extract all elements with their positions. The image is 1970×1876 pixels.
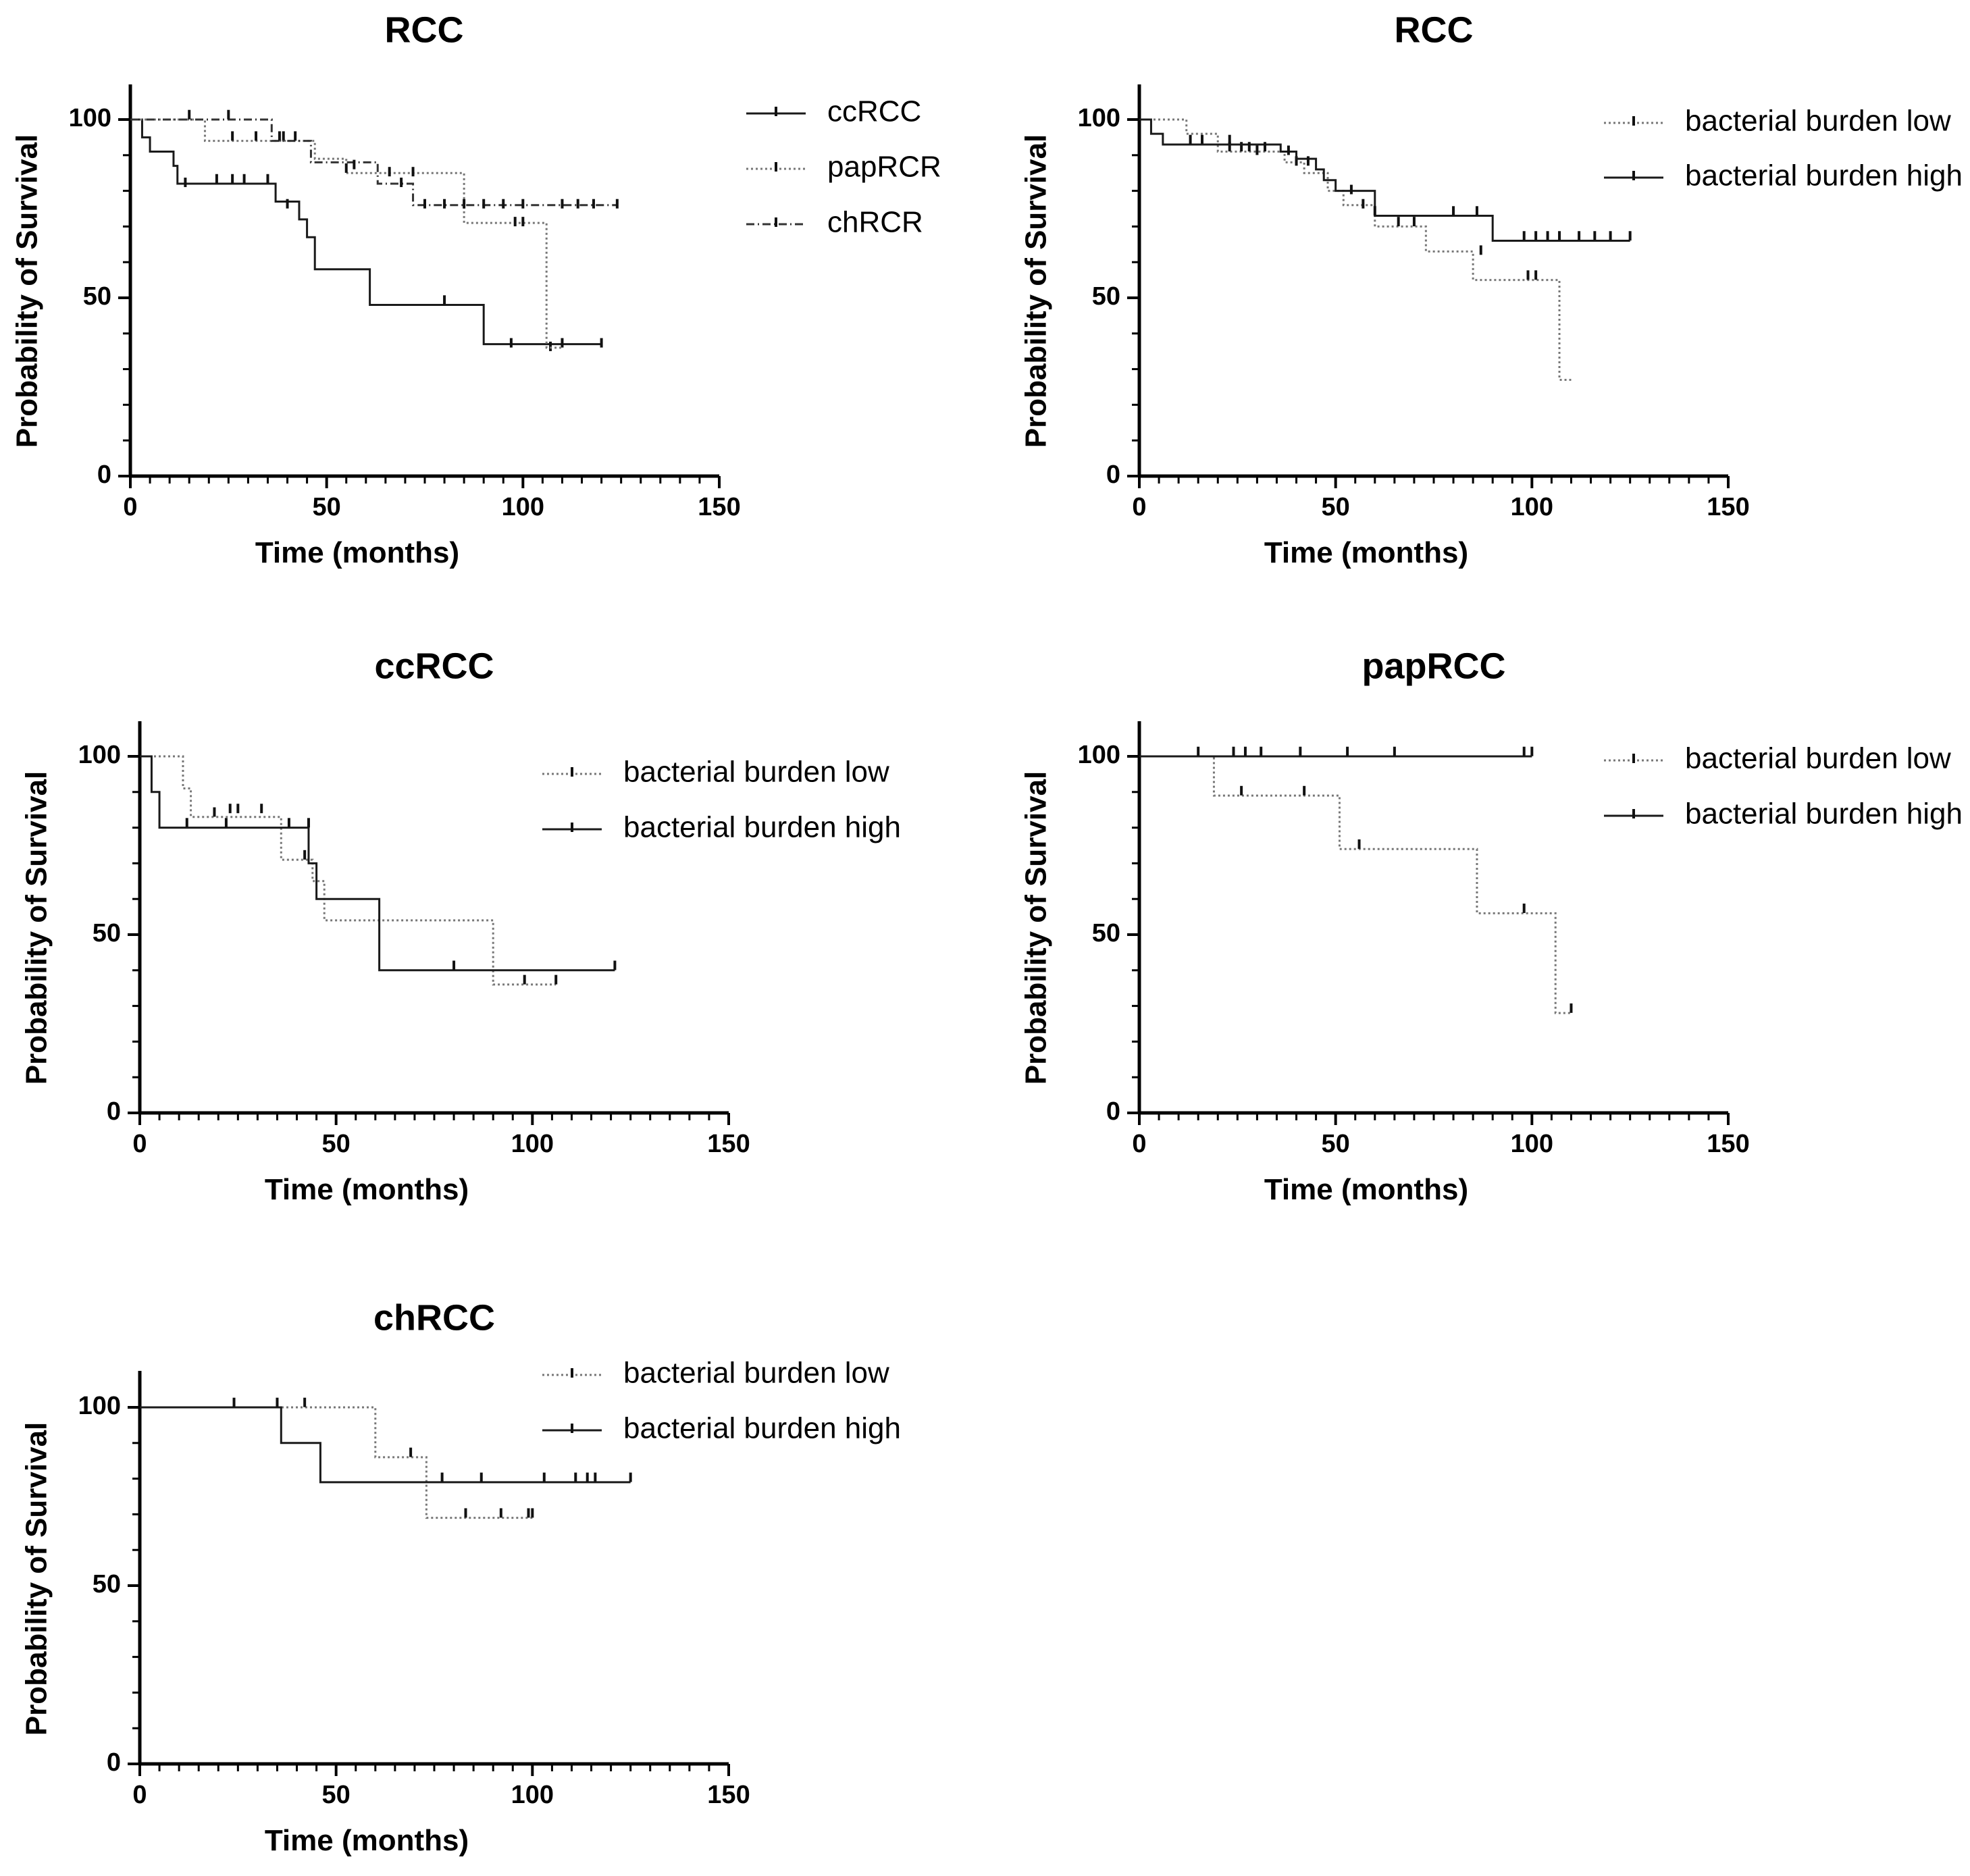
chart-title: papRCC (1362, 646, 1506, 686)
chart-title: ccRCC (374, 646, 494, 686)
x-tick-label: 0 (1132, 1130, 1146, 1158)
y-tick-label: 50 (93, 1570, 121, 1598)
series-line-bacterial-burden-high (140, 755, 615, 972)
x-tick-label: 0 (1132, 493, 1146, 521)
y-axis-label: Probability of Survival (20, 771, 53, 1085)
x-tick-label: 50 (313, 493, 341, 521)
legend-label: ccRCC (827, 95, 921, 128)
legend-label: papRCR (827, 151, 941, 184)
y-tick-label: 100 (1078, 741, 1120, 769)
x-tick-label: 100 (1511, 1130, 1553, 1158)
series-line-ccrcc (130, 118, 602, 346)
series-line-paprcr (130, 118, 563, 349)
x-tick-label: 150 (707, 1781, 750, 1809)
y-tick-label: 100 (78, 1392, 121, 1420)
series-line-bacterial-burden-low (140, 755, 556, 986)
y-tick-label: 50 (93, 919, 121, 947)
x-axis-label: Time (months) (1264, 1173, 1468, 1206)
y-tick-label: 50 (1092, 282, 1120, 311)
y-tick-label: 100 (78, 741, 121, 769)
y-tick-label: 0 (1106, 1097, 1120, 1126)
series-line-bacterial-burden-high (140, 1406, 631, 1484)
chart-panel-1: RCC 0 50 100 150 0 50 100 Time (months) Probabili… (11, 9, 941, 569)
x-tick-label: 0 (132, 1781, 147, 1809)
x-tick-label: 50 (322, 1130, 351, 1158)
chart-panel-4: papRCC 0 50 100 150 0 50 100 Time (months) Probab… (1020, 646, 1963, 1206)
x-tick-label: 0 (123, 493, 137, 521)
x-tick-label: 0 (132, 1130, 147, 1158)
legend-label: bacterial burden low (623, 1357, 889, 1390)
x-tick-label: 100 (511, 1130, 554, 1158)
x-axis-label: Time (months) (1264, 536, 1468, 569)
legend-label: bacterial burden high (1685, 159, 1963, 192)
series-line-chrcr (130, 118, 617, 207)
series-line-bacterial-burden-high (1139, 118, 1630, 242)
x-tick-label: 50 (1322, 1130, 1350, 1158)
legend-label: bacterial burden high (623, 811, 901, 844)
x-tick-label: 100 (1511, 493, 1553, 521)
legend-label: bacterial burden high (623, 1412, 901, 1445)
y-tick-label: 50 (83, 282, 111, 311)
series-line-bacterial-burden-low (1139, 118, 1572, 381)
x-tick-label: 100 (511, 1781, 554, 1809)
chart-title: chRCC (373, 1297, 495, 1338)
y-axis-label: Probability of Survival (1020, 771, 1053, 1085)
x-axis-label: Time (months) (255, 536, 459, 569)
y-tick-label: 100 (1078, 104, 1120, 132)
y-tick-label: 0 (107, 1097, 121, 1126)
x-tick-label: 100 (502, 493, 544, 521)
x-axis-label: Time (months) (265, 1824, 469, 1857)
y-tick-label: 0 (1106, 461, 1120, 489)
legend-label: bacterial burden low (1685, 105, 1951, 138)
y-tick-label: 0 (97, 461, 111, 489)
chart-panel-5: chRCC 0 50 100 150 0 50 100 Time (months) Probabi… (20, 1297, 901, 1857)
x-tick-label: 150 (1707, 493, 1749, 521)
x-tick-label: 50 (1322, 493, 1350, 521)
series-line-bacterial-burden-low (1139, 755, 1572, 1014)
legend-label: bacterial burden low (623, 756, 889, 789)
chart-panel-2: RCC 0 50 100 150 0 50 100 Time (months) Probabili… (1020, 9, 1963, 569)
chart-title: RCC (385, 9, 464, 50)
y-axis-label: Probability of Survival (11, 134, 44, 448)
y-tick-label: 50 (1092, 919, 1120, 947)
x-tick-label: 150 (1707, 1130, 1749, 1158)
legend-label: chRCR (827, 206, 923, 239)
x-tick-label: 50 (322, 1781, 351, 1809)
x-tick-label: 150 (707, 1130, 750, 1158)
series-line-bacterial-burden-low (140, 1406, 533, 1519)
chart-panel-3: ccRCC 0 50 100 150 0 50 100 Time (months) Probabi… (20, 646, 901, 1206)
chart-title: RCC (1395, 9, 1474, 50)
legend-label: bacterial burden high (1685, 798, 1963, 831)
y-axis-label: Probability of Survival (1020, 134, 1053, 448)
y-tick-label: 100 (69, 104, 111, 132)
x-tick-label: 150 (698, 493, 740, 521)
x-axis-label: Time (months) (265, 1173, 469, 1206)
y-tick-label: 0 (107, 1748, 121, 1777)
y-axis-label: Probability of Survival (20, 1422, 53, 1736)
legend-label: bacterial burden low (1685, 742, 1951, 775)
